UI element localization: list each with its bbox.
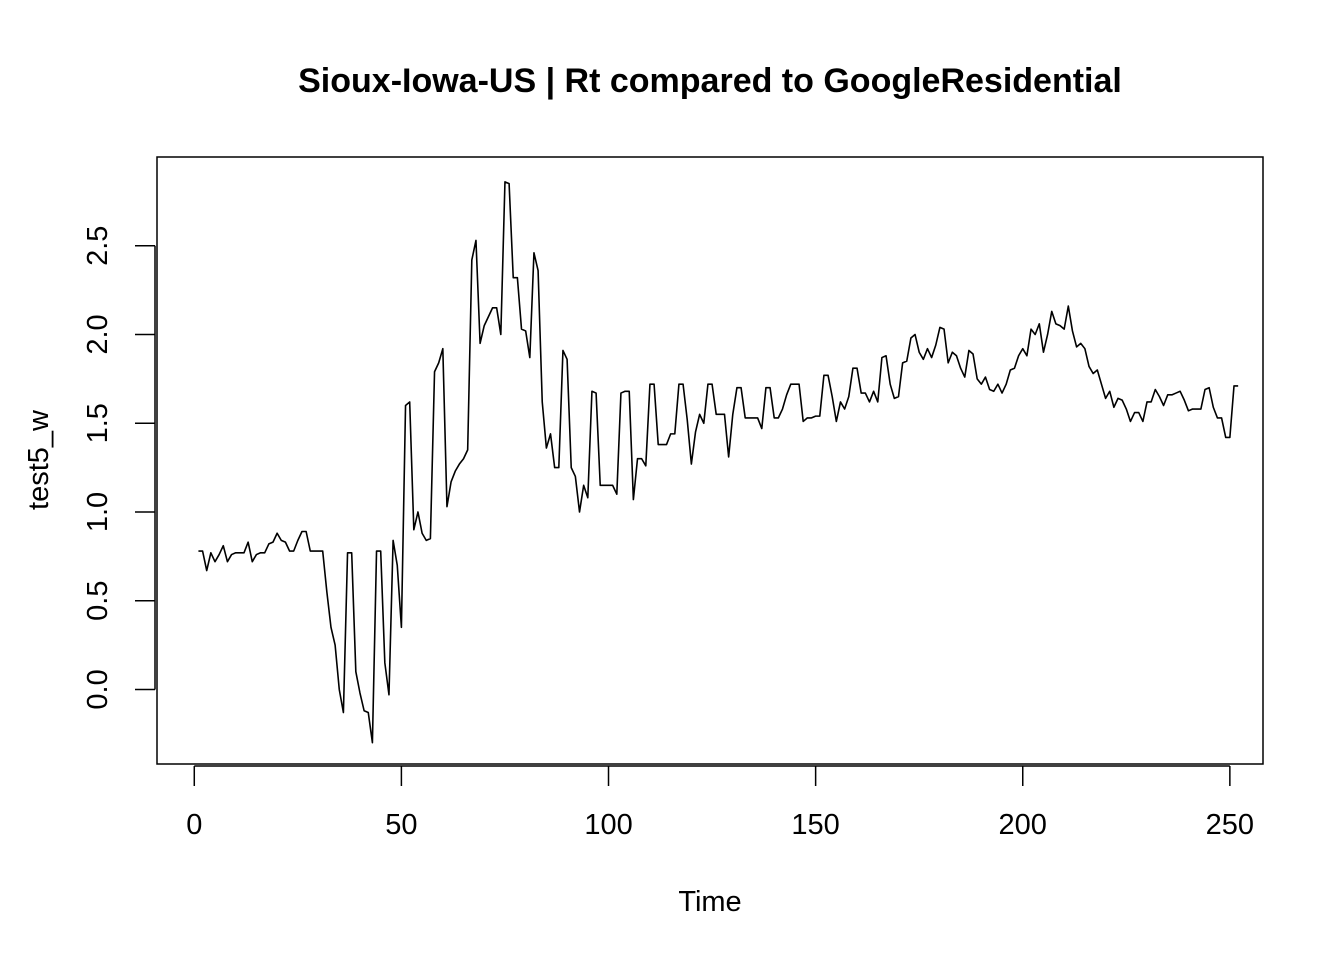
series-line (198, 181, 1239, 744)
y-axis-label: test5_w (23, 409, 55, 510)
x-axis-label: Time (678, 886, 741, 918)
x-tick-label: 200 (999, 809, 1047, 841)
x-tick-label: 250 (1206, 809, 1254, 841)
y-tick-label: 0.0 (82, 669, 114, 709)
y-tick-label: 2.0 (82, 314, 114, 354)
y-tick-label: 1.5 (82, 403, 114, 443)
x-tick-label: 100 (584, 809, 632, 841)
chart-title: Sioux-Iowa-US | Rt compared to GoogleRes… (298, 62, 1122, 100)
x-tick-label: 150 (791, 809, 839, 841)
y-axis: 0.0 0.5 1.0 1.5 2.0 2.5 (82, 226, 156, 710)
series-layer (198, 181, 1239, 744)
y-tick-label: 1.0 (82, 492, 114, 532)
x-tick-label: 0 (186, 809, 202, 841)
x-axis: 0 50 100 150 200 250 (186, 765, 1254, 841)
y-tick-label: 2.5 (82, 226, 114, 266)
plot-frame (156, 156, 1264, 765)
y-tick-label: 0.5 (82, 581, 114, 621)
x-tick-label: 50 (385, 809, 417, 841)
